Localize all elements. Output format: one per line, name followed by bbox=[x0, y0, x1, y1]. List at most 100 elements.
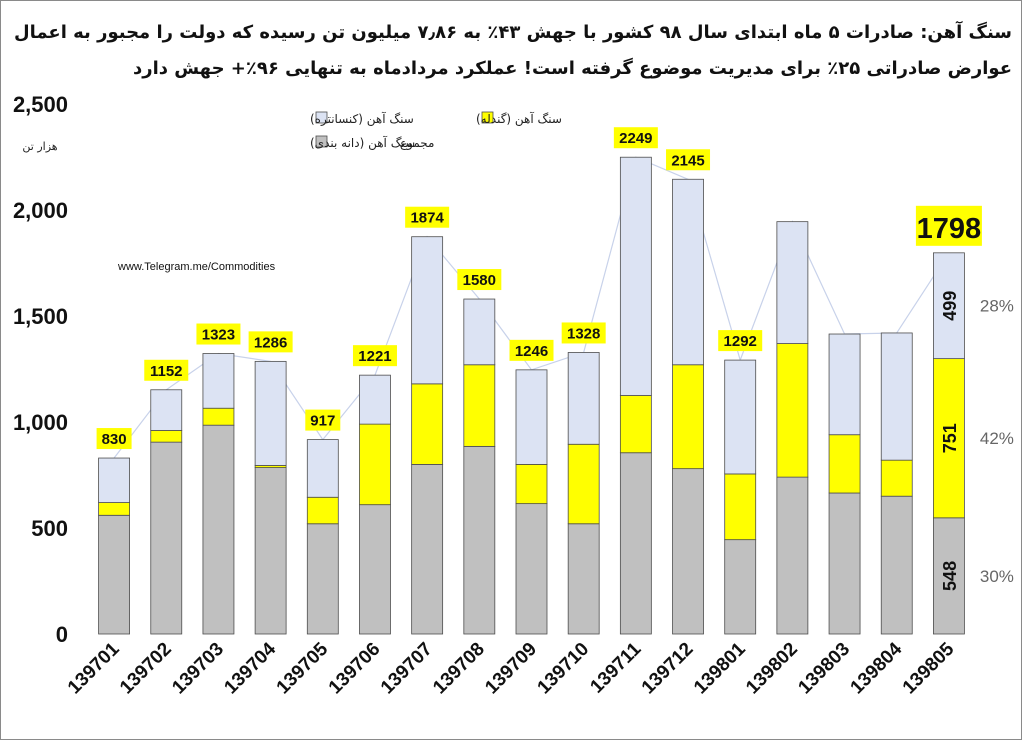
x-tick-label: 139803 bbox=[794, 639, 854, 699]
total-label: 2249 bbox=[619, 130, 652, 147]
total-label: 1328 bbox=[567, 325, 600, 342]
total-label: 1323 bbox=[202, 327, 235, 344]
x-tick-label: 139801 bbox=[690, 638, 750, 698]
bar-segment-pellet bbox=[828, 434, 861, 494]
bar-segment-granule bbox=[776, 476, 809, 635]
bar-segment-concentrate bbox=[619, 156, 652, 396]
x-tick-label: 139805 bbox=[899, 638, 959, 698]
total-label-bg bbox=[613, 127, 658, 149]
x-tick-label: 139804 bbox=[847, 638, 907, 698]
segment-value-label: 499 bbox=[940, 291, 960, 321]
total-label-bg bbox=[305, 409, 341, 431]
total-label-bg bbox=[196, 323, 241, 345]
x-tick-label: 139706 bbox=[325, 639, 385, 699]
segment-value-label: 548 bbox=[940, 561, 960, 591]
total-label-bg bbox=[352, 345, 397, 367]
bar-segment-pellet bbox=[359, 423, 391, 506]
total-label-bg bbox=[915, 205, 982, 246]
bar-segment-concentrate bbox=[254, 360, 287, 466]
bar-segment-pellet bbox=[306, 496, 339, 525]
legend-label-pellet: سنگ آهن (گندله) bbox=[476, 111, 562, 127]
total-label: 1152 bbox=[150, 363, 183, 380]
total-label-bg bbox=[718, 330, 763, 352]
x-tick-label: 139703 bbox=[168, 639, 228, 699]
total-label-bg bbox=[405, 206, 450, 228]
bar-segment-concentrate bbox=[515, 369, 548, 465]
bar-segment-pellet bbox=[150, 430, 183, 443]
total-label-bg bbox=[144, 359, 189, 381]
x-tick-label: 139702 bbox=[116, 639, 176, 699]
bar-segment-concentrate bbox=[359, 374, 391, 425]
total-label-bg bbox=[248, 331, 293, 353]
bar-segment-pellet bbox=[776, 343, 809, 478]
bar-segment-granule bbox=[567, 523, 600, 635]
x-tick-label: 139710 bbox=[534, 639, 594, 699]
legend-swatch-concentrate bbox=[315, 111, 328, 124]
bar-segment-concentrate bbox=[567, 352, 600, 445]
chart-title-line-2: عوارض صادراتی ۲۵٪ برای مدیریت موضوع گرفت… bbox=[132, 58, 1012, 79]
x-tick-label: 139705 bbox=[273, 638, 333, 698]
total-label: 1798 bbox=[917, 213, 982, 245]
bar-segment-granule bbox=[254, 467, 287, 635]
total-label: 2145 bbox=[671, 152, 704, 169]
x-tick-label: 139704 bbox=[220, 638, 280, 698]
legend-swatch-pellet bbox=[481, 111, 494, 124]
chart-title-line-1: سنگ آهن: صادرات ۵ ماه ابتدای سال ۹۸ کشور… bbox=[13, 22, 1012, 43]
bar-segment-granule bbox=[359, 504, 391, 635]
bar-segment-pellet bbox=[463, 364, 496, 447]
total-label: 917 bbox=[310, 413, 335, 430]
total-label: 1221 bbox=[358, 348, 391, 365]
y-axis-unit-label: هزار تن bbox=[22, 140, 57, 153]
segment-share-label: 28% bbox=[980, 297, 1014, 316]
bar-segment-granule bbox=[515, 503, 548, 635]
total-label: 1580 bbox=[463, 272, 496, 289]
bar-segment-concentrate bbox=[672, 178, 704, 366]
x-tick-label: 139711 bbox=[586, 638, 645, 697]
total-label: 1286 bbox=[254, 334, 287, 351]
bar-segment-concentrate bbox=[880, 332, 913, 461]
bar-segment-pellet bbox=[411, 383, 444, 465]
bar-segment-pellet bbox=[880, 459, 913, 497]
bar-segment-granule bbox=[411, 463, 444, 635]
total-label-bg bbox=[509, 339, 554, 361]
legend-label-concentrate: سنگ آهن (کنسانتره) bbox=[310, 111, 414, 127]
bar-segment-granule bbox=[828, 492, 861, 635]
bar-segment-concentrate bbox=[724, 359, 757, 475]
bar-segment-pellet bbox=[619, 395, 652, 454]
bar-segment-granule bbox=[933, 517, 965, 635]
bar-segment-pellet bbox=[98, 502, 130, 516]
bar-segment-concentrate bbox=[306, 439, 339, 498]
bar-segment-concentrate bbox=[463, 298, 496, 366]
bar-segment-pellet bbox=[515, 463, 548, 505]
total-label-bg bbox=[457, 269, 502, 291]
y-tick-label: 1,500 bbox=[13, 304, 68, 329]
bar-segment-granule bbox=[98, 514, 130, 635]
bar-segment-concentrate bbox=[150, 389, 183, 431]
x-tick-label: 139701 bbox=[64, 638, 124, 698]
bar-segment-granule bbox=[463, 445, 496, 635]
total-label: 830 bbox=[102, 431, 127, 448]
legend-swatch-granule bbox=[315, 135, 328, 148]
bar-segment-concentrate bbox=[776, 221, 809, 344]
telegram-link-text: www.Telegram.me/Commodities bbox=[117, 261, 276, 273]
total-label: 1246 bbox=[515, 343, 548, 360]
x-tick-label: 139708 bbox=[429, 639, 489, 699]
total-label: 1874 bbox=[410, 210, 444, 227]
bar-segment-concentrate bbox=[828, 333, 861, 436]
y-tick-label: 2,000 bbox=[13, 198, 68, 223]
bar-segment-concentrate bbox=[202, 353, 235, 409]
bar-segment-pellet bbox=[933, 358, 965, 519]
bar-segment-pellet bbox=[724, 473, 757, 541]
total-label-bg bbox=[666, 149, 711, 171]
x-tick-label: 139709 bbox=[481, 639, 541, 699]
segment-value-label: 751 bbox=[940, 423, 960, 453]
bar-segment-concentrate bbox=[933, 252, 965, 360]
total-label: 1292 bbox=[724, 333, 757, 350]
x-tick-label: 139712 bbox=[638, 639, 698, 699]
bar-segment-granule bbox=[880, 495, 913, 635]
bar-segment-granule bbox=[202, 424, 235, 635]
y-tick-label: 0 bbox=[56, 622, 68, 647]
y-tick-label: 1,000 bbox=[13, 410, 68, 435]
x-tick-label: 139707 bbox=[377, 639, 437, 699]
